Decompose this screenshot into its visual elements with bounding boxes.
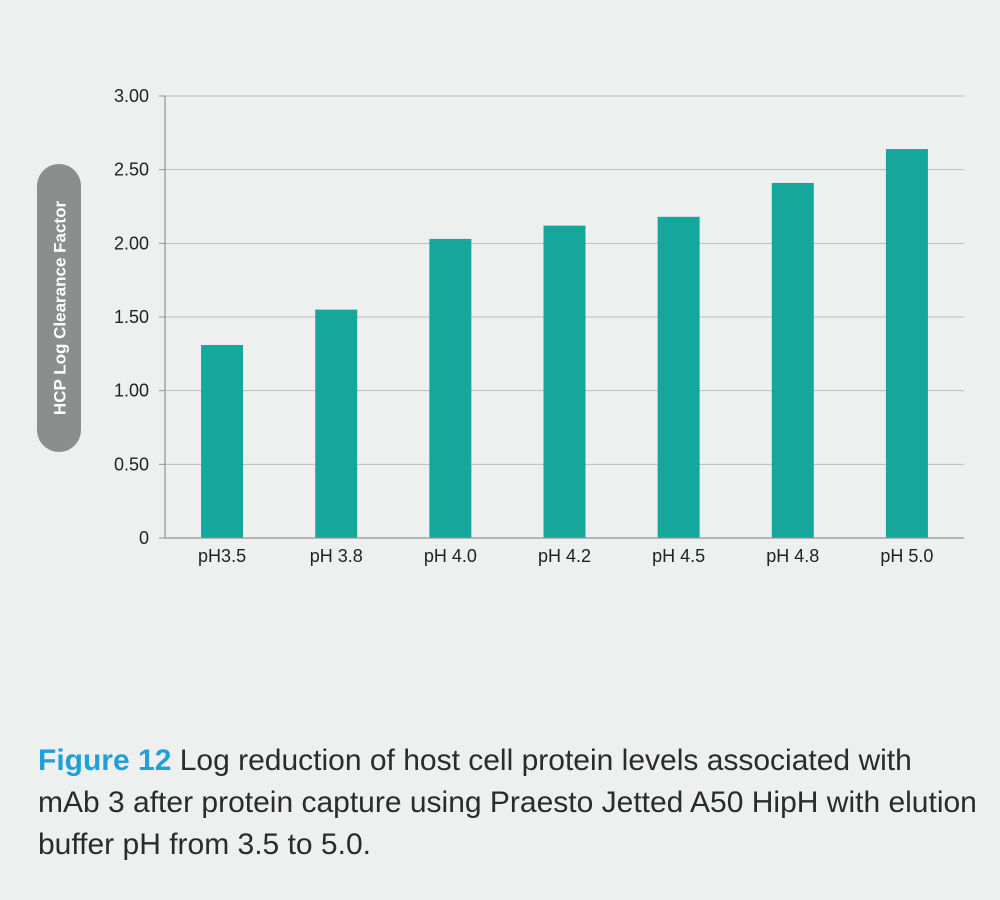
y-axis-label-text: HCP Log Clearance Factor bbox=[51, 201, 70, 416]
x-tick-label: pH 3.8 bbox=[310, 546, 363, 566]
x-tick-labels: pH3.5 pH 3.8 pH 4.0 pH 4.2 pH 4.5 pH 4.8 pH 5.… bbox=[198, 546, 933, 566]
bar-chart: 0 0.50 1.00 1.50 2.00 2.50 3.00 pH3.5 pH 3.8 pH … bbox=[37, 86, 964, 566]
figure-caption-text: Log reduction of host cell protein level… bbox=[38, 744, 977, 861]
x-tick-label: pH3.5 bbox=[198, 546, 246, 566]
bars bbox=[201, 149, 928, 539]
bar bbox=[543, 225, 586, 539]
y-tick-label: 0 bbox=[139, 528, 149, 548]
figure-label: Figure 12 bbox=[38, 744, 172, 777]
figure-caption: Figure 12 Log reduction of host cell pro… bbox=[38, 740, 978, 866]
y-axis-label: HCP Log Clearance Factor bbox=[37, 164, 81, 452]
axes bbox=[164, 96, 964, 539]
bar bbox=[429, 238, 472, 538]
y-tick-label: 1.50 bbox=[114, 307, 149, 327]
y-tick-label: 0.50 bbox=[114, 454, 149, 474]
y-tick-label: 2.00 bbox=[114, 233, 149, 253]
x-tick-label: pH 5.0 bbox=[880, 546, 933, 566]
x-tick-label: pH 4.2 bbox=[538, 546, 591, 566]
bar bbox=[315, 309, 358, 538]
y-tick-label: 1.00 bbox=[114, 381, 149, 401]
y-tick-label: 2.50 bbox=[114, 160, 149, 180]
bar bbox=[201, 344, 244, 538]
y-tick-label: 3.00 bbox=[114, 86, 149, 106]
y-axis-label-pill bbox=[37, 164, 81, 452]
bar bbox=[885, 149, 928, 539]
x-tick-label: pH 4.5 bbox=[652, 546, 705, 566]
x-tick-label: pH 4.8 bbox=[766, 546, 819, 566]
x-tick-label: pH 4.0 bbox=[424, 546, 477, 566]
y-tick-labels: 0 0.50 1.00 1.50 2.00 2.50 3.00 bbox=[114, 86, 149, 548]
bar bbox=[657, 216, 700, 538]
bar bbox=[771, 182, 814, 538]
